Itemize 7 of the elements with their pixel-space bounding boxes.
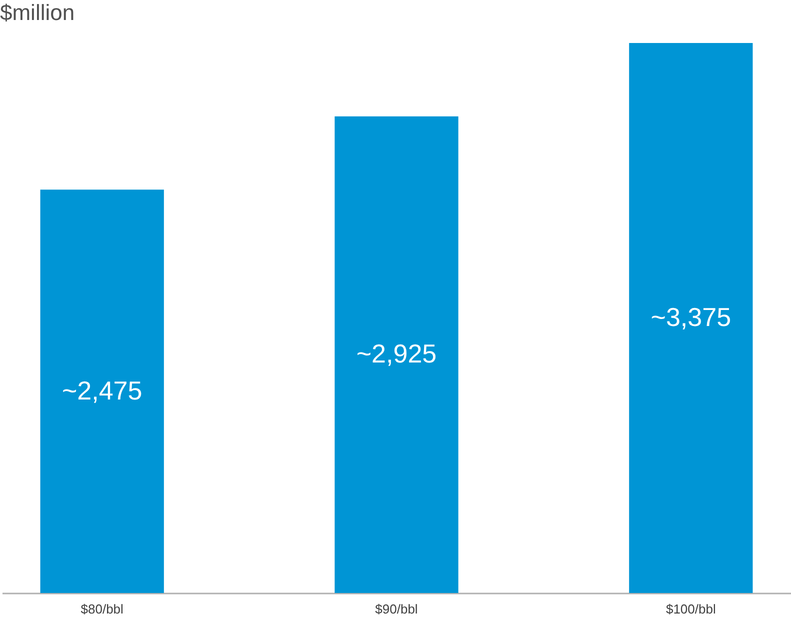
data-label: ~2,475 <box>62 375 142 406</box>
data-label: ~2,925 <box>356 338 437 369</box>
data-label: ~3,375 <box>650 302 732 332</box>
x-tick-label: $80/bbl <box>80 602 124 616</box>
x-tick-label: $100/bbl <box>666 602 716 616</box>
x-tick-label: $90/bbl <box>375 602 418 616</box>
y-axis-title: $million <box>0 0 75 25</box>
